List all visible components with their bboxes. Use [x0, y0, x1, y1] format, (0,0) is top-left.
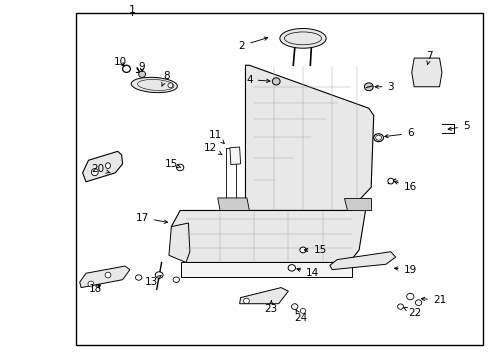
Text: 13: 13 — [145, 275, 161, 287]
Ellipse shape — [122, 65, 130, 72]
Ellipse shape — [135, 275, 142, 280]
Text: 7: 7 — [426, 51, 432, 64]
Text: 6: 6 — [384, 129, 413, 138]
Ellipse shape — [131, 77, 177, 93]
Polygon shape — [229, 147, 240, 165]
Polygon shape — [344, 198, 370, 211]
Text: 24: 24 — [293, 310, 306, 323]
Polygon shape — [245, 65, 373, 211]
Ellipse shape — [287, 265, 295, 271]
Bar — [76, 13, 483, 345]
Ellipse shape — [91, 168, 98, 176]
Text: 23: 23 — [264, 301, 277, 314]
Ellipse shape — [300, 309, 305, 314]
Ellipse shape — [105, 272, 111, 278]
Text: 2: 2 — [238, 37, 267, 50]
Text: 10: 10 — [113, 57, 126, 67]
Ellipse shape — [155, 272, 163, 278]
Ellipse shape — [272, 78, 280, 85]
Ellipse shape — [279, 28, 325, 48]
Ellipse shape — [299, 247, 305, 253]
Text: 8: 8 — [162, 71, 169, 86]
Ellipse shape — [167, 83, 172, 88]
Ellipse shape — [291, 304, 297, 310]
Ellipse shape — [364, 83, 372, 91]
Polygon shape — [171, 205, 366, 262]
Ellipse shape — [173, 277, 179, 282]
Text: 15: 15 — [304, 245, 326, 255]
Text: 19: 19 — [394, 265, 416, 275]
Text: 12: 12 — [203, 143, 222, 155]
Ellipse shape — [387, 178, 393, 184]
Text: 15: 15 — [164, 159, 181, 169]
Ellipse shape — [88, 281, 94, 287]
Ellipse shape — [139, 71, 145, 77]
Ellipse shape — [415, 300, 421, 306]
Text: 11: 11 — [208, 130, 224, 144]
Polygon shape — [239, 288, 288, 304]
Polygon shape — [329, 252, 395, 270]
Text: 4: 4 — [245, 75, 269, 85]
Text: 3: 3 — [374, 82, 393, 92]
Ellipse shape — [373, 134, 383, 141]
Polygon shape — [168, 223, 189, 262]
Text: 17: 17 — [135, 213, 167, 224]
Text: 22: 22 — [403, 307, 421, 318]
Ellipse shape — [176, 164, 183, 171]
Ellipse shape — [406, 293, 413, 300]
Polygon shape — [82, 151, 122, 182]
Polygon shape — [181, 262, 351, 277]
Text: 16: 16 — [393, 181, 416, 192]
Polygon shape — [80, 266, 130, 288]
Text: 1: 1 — [128, 5, 136, 15]
Text: 5: 5 — [447, 121, 468, 131]
Text: 9: 9 — [139, 62, 145, 72]
Text: 20: 20 — [91, 164, 110, 174]
Text: 21: 21 — [421, 295, 445, 305]
Text: 18: 18 — [89, 284, 102, 294]
Polygon shape — [217, 198, 249, 211]
Text: 14: 14 — [296, 268, 319, 278]
Polygon shape — [411, 58, 441, 87]
Ellipse shape — [397, 304, 403, 309]
Ellipse shape — [105, 163, 110, 168]
Ellipse shape — [243, 298, 249, 303]
